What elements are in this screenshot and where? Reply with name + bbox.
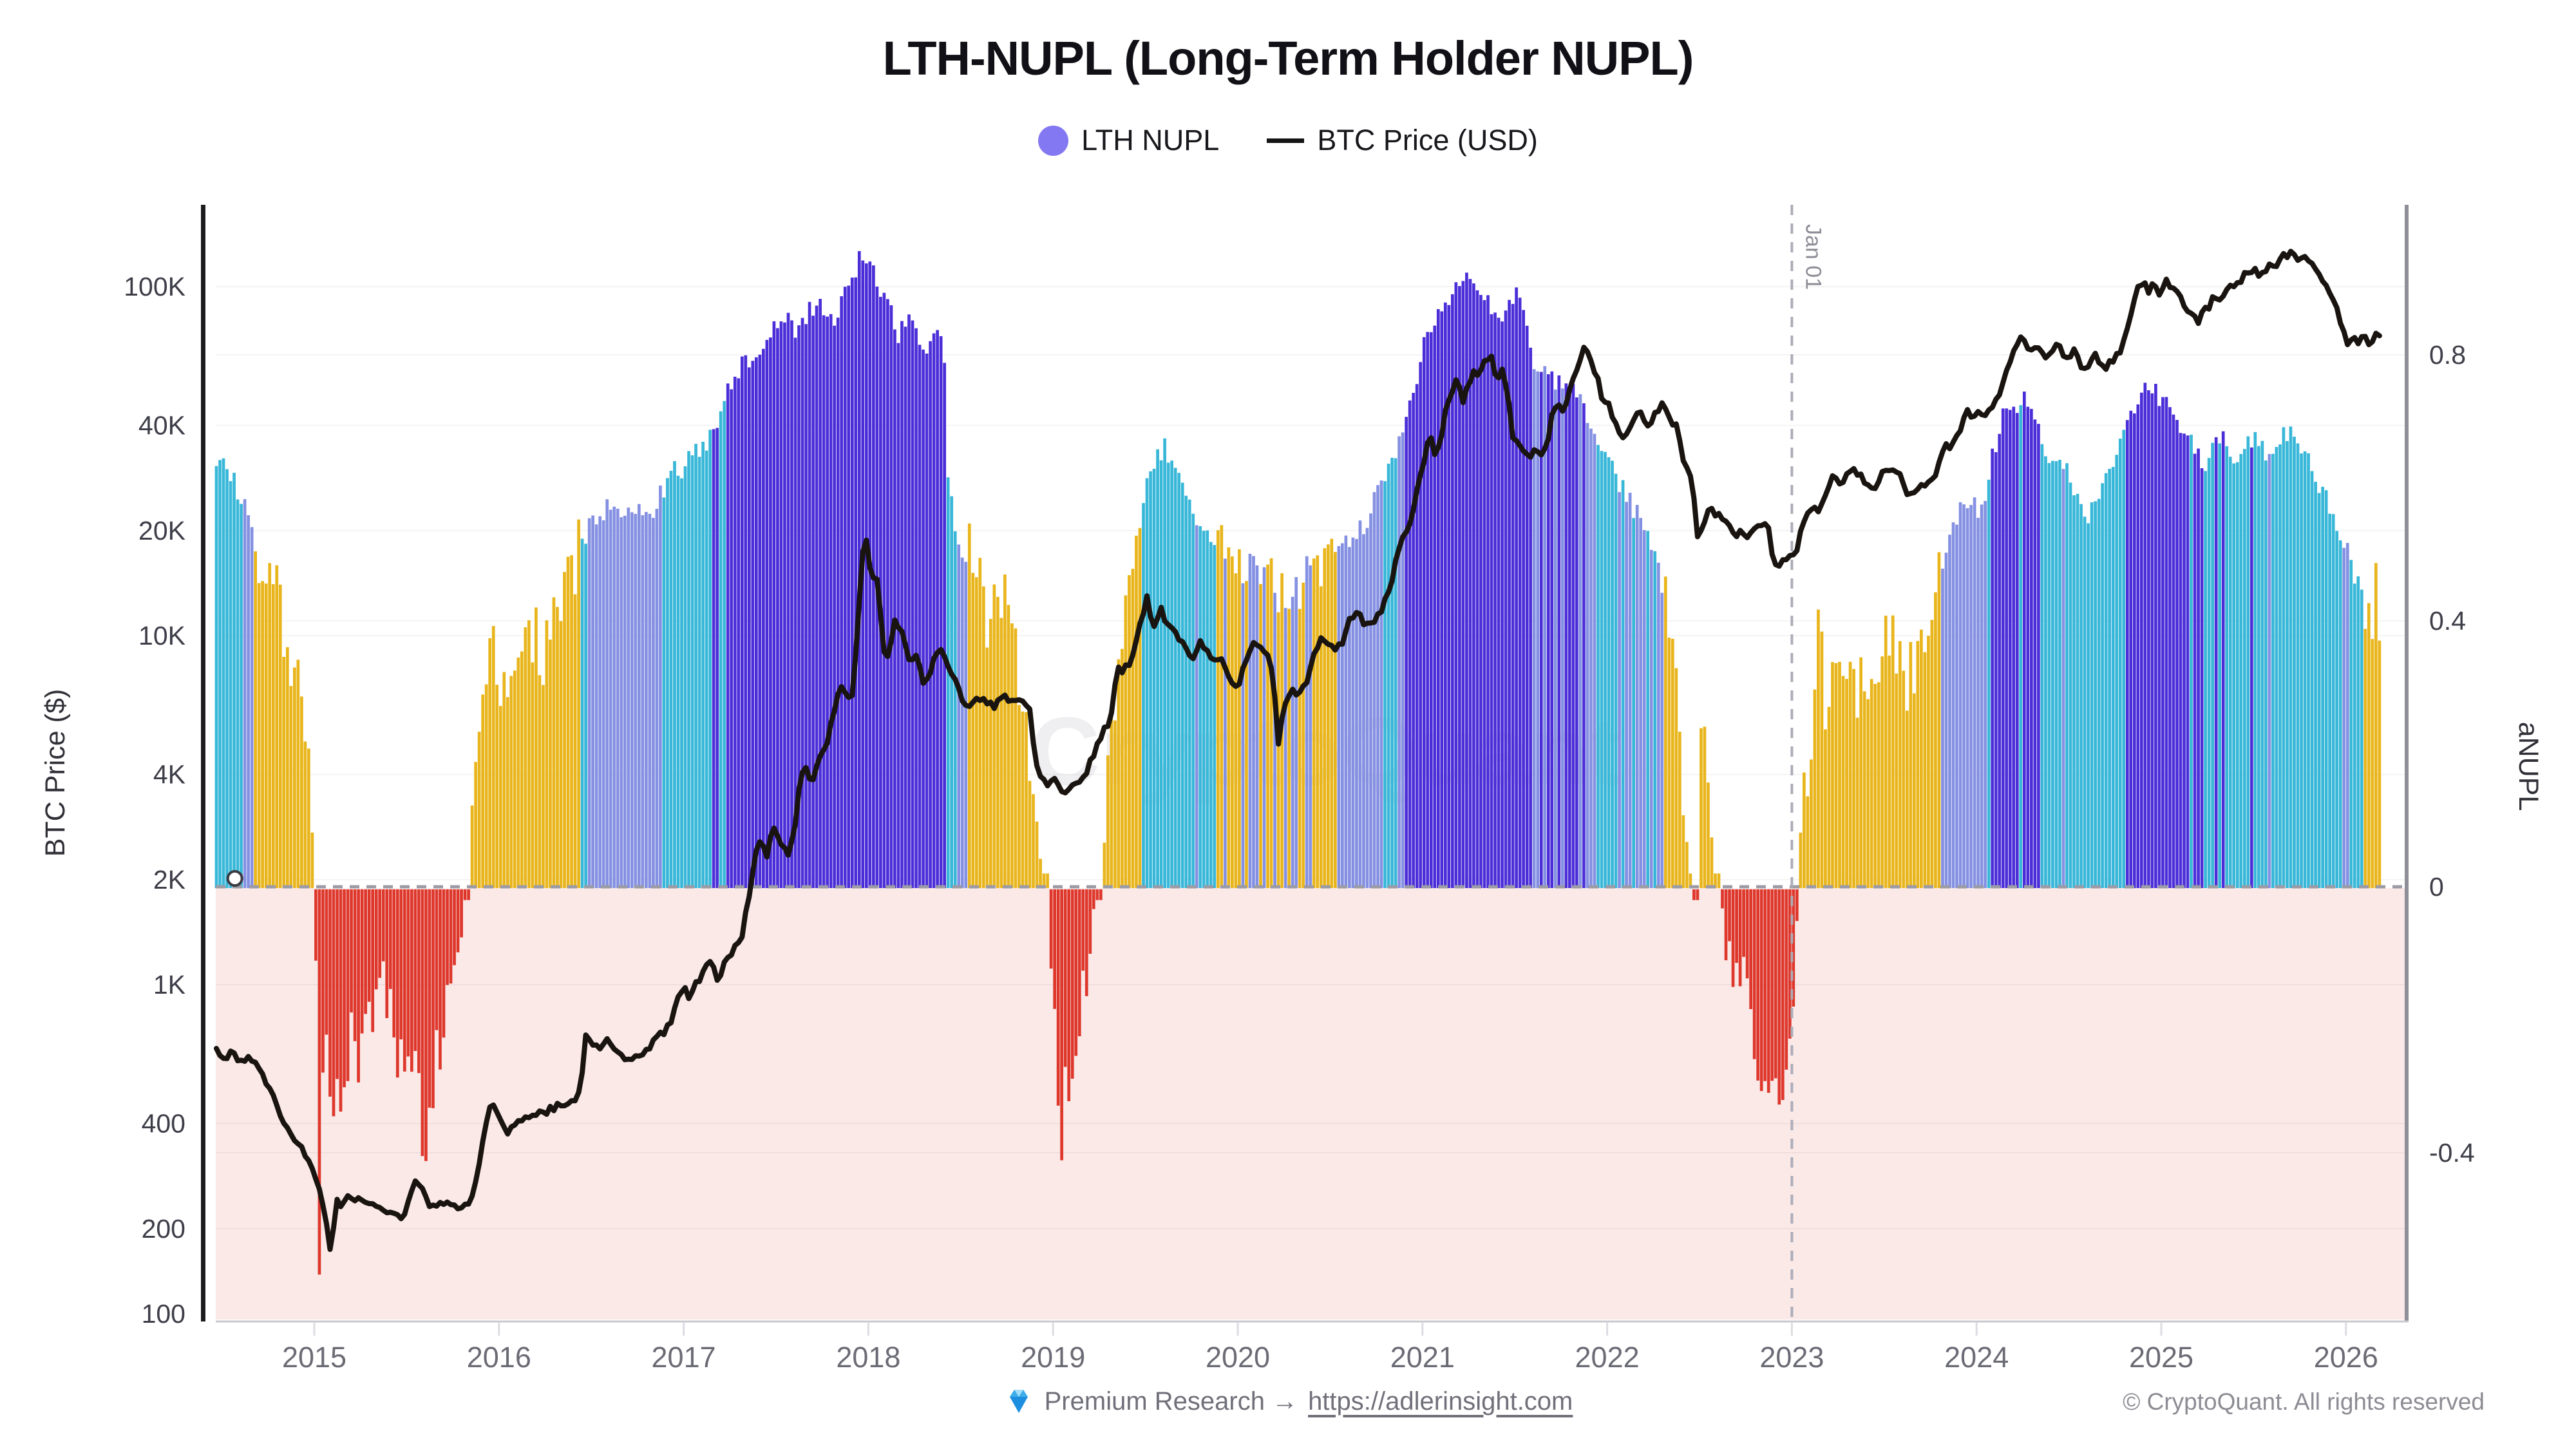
left-axis-ticks: 100K 40K 20K 10K 4K 2K 1K 400 200 100 xyxy=(124,272,185,1329)
lth-nupl-dot-icon xyxy=(1038,125,1069,156)
svg-text:2019: 2019 xyxy=(1021,1341,1085,1374)
svg-text:4K: 4K xyxy=(153,760,185,790)
svg-text:2023: 2023 xyxy=(1759,1341,1824,1374)
series-start-marker[interactable] xyxy=(226,870,243,887)
negative-nupl-zone xyxy=(216,888,2405,1320)
svg-text:10K: 10K xyxy=(138,621,185,650)
svg-text:20K: 20K xyxy=(138,516,185,545)
legend: LTH NUPL BTC Price (USD) xyxy=(0,124,2576,157)
nupl-bars[interactable] xyxy=(214,251,2382,1275)
jan01-annotation: Jan 01 xyxy=(1801,224,1825,290)
right-axis-ticks: 0.8 0.4 0 -0.4 xyxy=(2429,340,2475,1168)
svg-text:2020: 2020 xyxy=(1206,1341,1270,1374)
footer-premium-text: Premium Research → xyxy=(1044,1387,1298,1416)
svg-text:1K: 1K xyxy=(153,970,185,999)
svg-text:0: 0 xyxy=(2429,872,2444,902)
left-axis-line xyxy=(201,205,205,1321)
copyright: © CryptoQuant. All rights reserved xyxy=(2123,1388,2485,1415)
svg-text:2025: 2025 xyxy=(2129,1341,2193,1374)
x-axis-ticks: 2015 2016 2017 2018 2019 2020 2021 2022 2023 2024… xyxy=(282,1323,2378,1374)
svg-text:2K: 2K xyxy=(153,865,185,895)
legend-label: LTH NUPL xyxy=(1081,124,1220,156)
svg-text:100: 100 xyxy=(142,1299,185,1329)
gem-icon xyxy=(1009,1390,1028,1413)
svg-text:200: 200 xyxy=(142,1214,185,1244)
svg-text:2021: 2021 xyxy=(1390,1341,1455,1374)
svg-text:2018: 2018 xyxy=(836,1341,900,1374)
footer-link[interactable]: https://adlerinsight.com xyxy=(1308,1387,1573,1416)
svg-text:400: 400 xyxy=(142,1109,185,1139)
svg-text:40K: 40K xyxy=(138,411,185,440)
legend-label: BTC Price (USD) xyxy=(1317,124,1538,156)
btc-price-line[interactable] xyxy=(214,249,2382,1252)
anupl-axis-title: aNUPL xyxy=(2513,722,2544,811)
page-title: LTH-NUPL (Long-Term Holder NUPL) xyxy=(882,32,1694,85)
svg-text:0.8: 0.8 xyxy=(2429,340,2466,370)
legend-item-btc-price[interactable]: BTC Price (USD) xyxy=(1267,124,1538,157)
footer: Premium Research → https://adlerinsight.… xyxy=(0,1386,2576,1431)
legend-item-lth-nupl[interactable]: LTH NUPL xyxy=(1038,124,1219,157)
svg-text:2017: 2017 xyxy=(652,1341,716,1374)
svg-text:2016: 2016 xyxy=(467,1341,531,1374)
svg-text:0.4: 0.4 xyxy=(2429,606,2466,636)
btc-price-line-icon xyxy=(1267,138,1305,143)
svg-text:2024: 2024 xyxy=(1944,1341,2009,1374)
right-axis-line xyxy=(2405,205,2409,1321)
svg-text:2026: 2026 xyxy=(2314,1341,2378,1374)
svg-text:-0.4: -0.4 xyxy=(2429,1138,2475,1168)
svg-text:100K: 100K xyxy=(124,272,185,301)
svg-text:2015: 2015 xyxy=(282,1341,346,1374)
svg-text:2022: 2022 xyxy=(1575,1341,1640,1374)
btc-price-axis-title: BTC Price ($) xyxy=(40,689,71,857)
